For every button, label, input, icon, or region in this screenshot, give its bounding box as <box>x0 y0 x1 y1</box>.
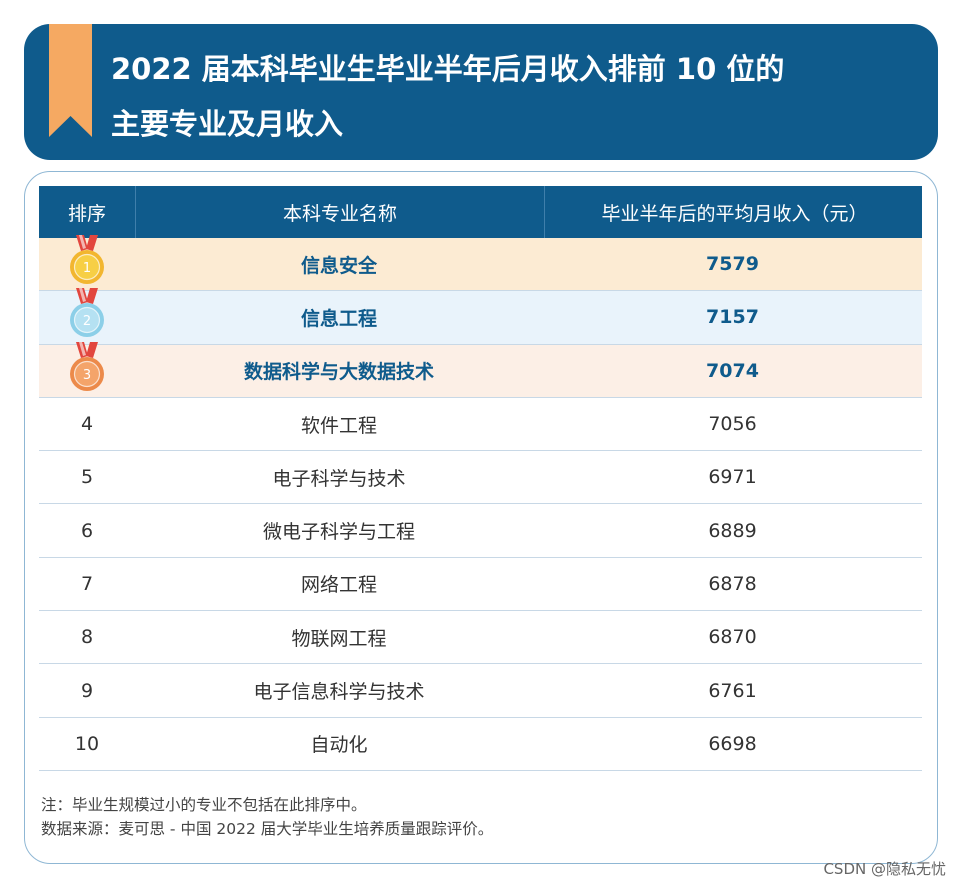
income-cell: 6698 <box>708 732 757 755</box>
source-text: 数据来源：麦可思 - 中国 2022 届大学毕业生培养质量跟踪评价。 <box>41 820 494 838</box>
income-cell: 6889 <box>708 519 757 542</box>
table-row: 3 数据科学与大数据技术 7074 <box>39 341 922 398</box>
major-cell: 微电子科学与工程 <box>262 521 415 544</box>
income-cell: 6878 <box>708 572 757 595</box>
rank-cell: 7 <box>80 572 94 595</box>
table-row: 2 信息工程 7157 <box>39 288 922 345</box>
title-line-1: 2022 届本科毕业生毕业半年后月收入排前 10 位的 <box>111 52 785 86</box>
major-cell: 自动化 <box>310 734 368 757</box>
rank-cell: 1 <box>39 235 135 290</box>
title-banner <box>24 24 938 160</box>
income-cell: 7579 <box>706 253 759 276</box>
income-cell: 6971 <box>708 466 757 489</box>
header-major: 本科专业名称 <box>136 186 545 238</box>
table-row: 10 自动化 6698 <box>39 718 922 771</box>
rank-cell: 8 <box>80 626 94 649</box>
medal-rank-number: 2 <box>83 314 91 329</box>
income-cell: 6761 <box>708 679 757 702</box>
table-row: 6 微电子科学与工程 6889 <box>39 504 922 558</box>
major-cell: 信息工程 <box>300 307 377 330</box>
rank-cell: 3 <box>39 341 135 397</box>
bronze-medal-icon: 3 <box>70 341 104 391</box>
rank-cell: 9 <box>80 679 94 702</box>
rank-cell: 6 <box>80 519 94 542</box>
table-row: 5 电子科学与技术 6971 <box>39 451 922 505</box>
rank-cell: 5 <box>80 466 94 489</box>
table-row: 1 信息安全 7579 <box>39 235 922 292</box>
header-income: 毕业半年后的平均月收入（元） <box>601 202 868 225</box>
medal-rank-number: 3 <box>83 368 91 383</box>
table-body: 1 信息安全 7579 2 信息工程 7157 3 数据科学与大数据技术 7074 4 软件工程 70… <box>39 235 922 771</box>
major-cell: 信息安全 <box>300 254 377 277</box>
income-cell: 6870 <box>708 626 757 649</box>
rank-cell: 4 <box>80 413 94 436</box>
table-row: 4 软件工程 7056 <box>39 398 922 452</box>
gold-medal-icon: 1 <box>70 235 104 285</box>
table-row: 9 电子信息科学与技术 6761 <box>39 664 922 718</box>
major-cell: 网络工程 <box>300 574 377 597</box>
rank-cell: 10 <box>74 732 100 755</box>
table-header: 排序 本科专业名称 毕业半年后的平均月收入（元） <box>39 186 922 238</box>
major-cell: 电子信息科学与技术 <box>253 681 425 704</box>
table-row: 8 物联网工程 6870 <box>39 611 922 665</box>
ribbon-icon <box>49 24 92 137</box>
rank-cell: 2 <box>39 288 135 343</box>
income-cell: 7056 <box>708 413 757 436</box>
major-cell: 物联网工程 <box>291 627 387 650</box>
income-table: 排序 本科专业名称 毕业半年后的平均月收入（元） 1 信息安全 7579 2 信息工程 7… <box>39 186 922 771</box>
major-cell: 电子科学与技术 <box>272 467 406 490</box>
title-line-2: 主要专业及月收入 <box>111 107 344 141</box>
major-cell: 数据科学与大数据技术 <box>243 361 434 384</box>
silver-medal-icon: 2 <box>70 288 104 338</box>
watermark: CSDN @隐私无忧 <box>823 860 946 878</box>
footnotes: 注：毕业生规模过小的专业不包括在此排序中。 数据来源：麦可思 - 中国 2022… <box>41 793 493 841</box>
medal-rank-number: 1 <box>83 261 91 276</box>
note-text: 注：毕业生规模过小的专业不包括在此排序中。 <box>41 796 367 814</box>
income-cell: 7074 <box>706 359 759 382</box>
table-row: 7 网络工程 6878 <box>39 558 922 612</box>
income-cell: 7157 <box>706 306 759 329</box>
major-cell: 软件工程 <box>300 414 377 437</box>
page-title: 2022 届本科毕业生毕业半年后月收入排前 10 位的 主要专业及月收入 <box>111 42 871 152</box>
header-rank: 排序 <box>39 186 136 238</box>
